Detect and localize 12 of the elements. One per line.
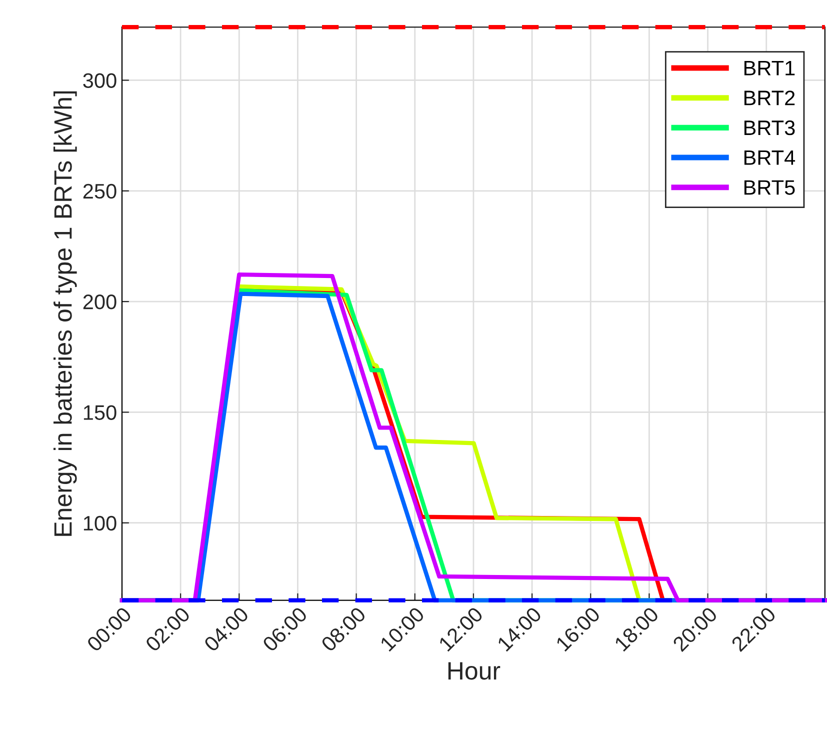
legend-label: BRT3 [744, 120, 795, 136]
y-tick-label: 100 [84, 516, 116, 531]
legend-label: BRT2 [744, 90, 795, 106]
legend-label: BRT1 [744, 60, 795, 76]
y-tick-label: 150 [84, 405, 116, 420]
x-axis-title: Hour [448, 662, 500, 680]
y-axis-title: Energy in batteries of type 1 BRTs [kWh] [54, 91, 77, 536]
legend-label: BRT5 [744, 180, 795, 195]
legend-label: BRT4 [744, 150, 796, 165]
y-tick-label: 200 [83, 294, 116, 310]
y-tick-label: 250 [83, 184, 116, 199]
y-tick-label: 300 [83, 73, 116, 88]
